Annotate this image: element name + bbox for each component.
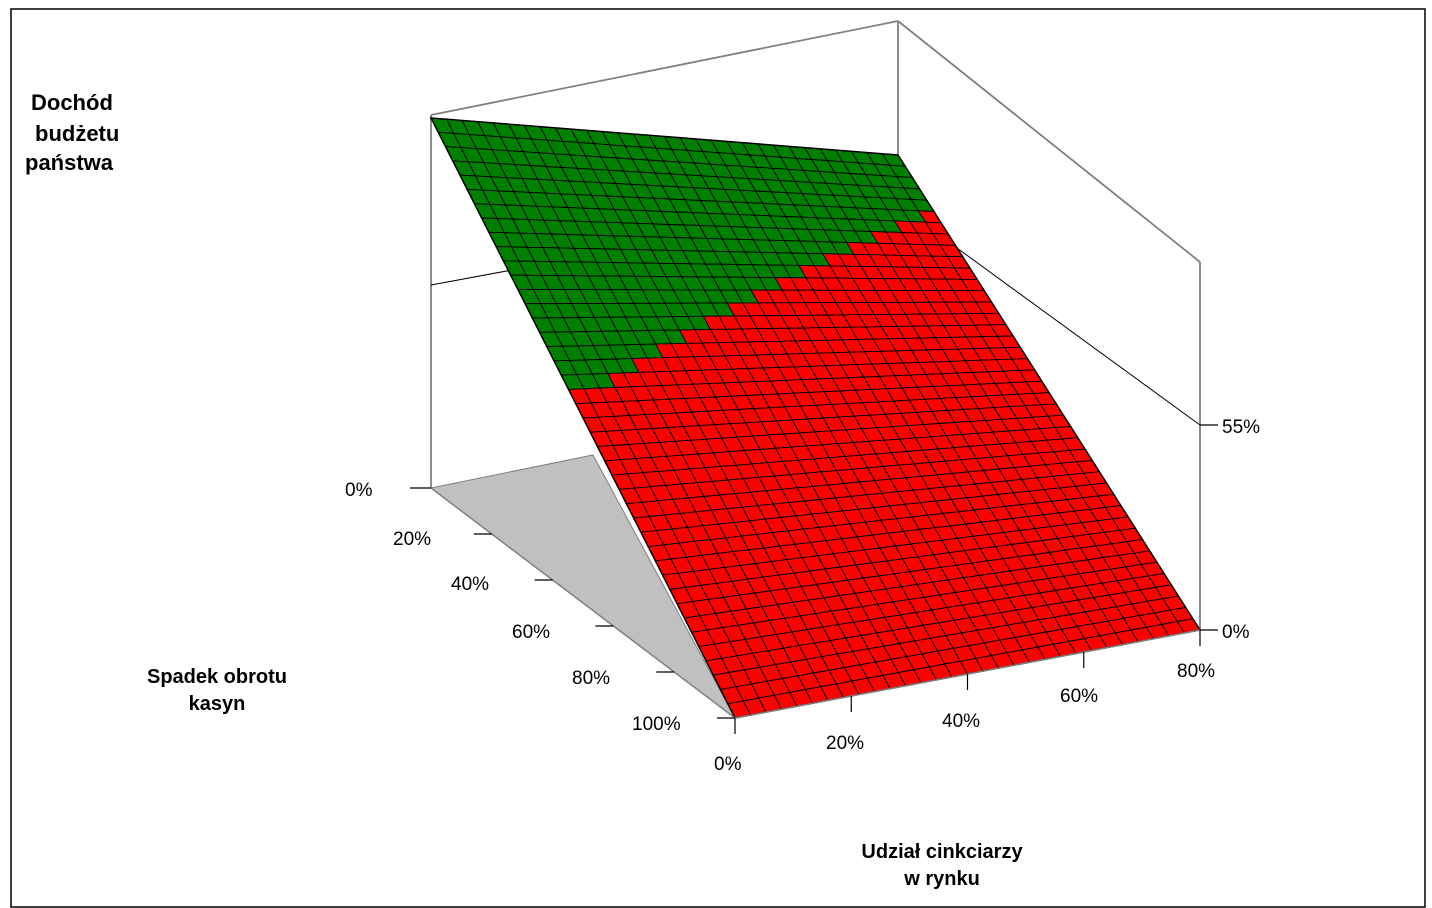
right-top-edge	[897, 20, 1201, 263]
chart-border	[10, 8, 1426, 908]
y-axis-line	[430, 487, 736, 719]
y-tick-label: 100%	[632, 714, 681, 735]
x-axis-title: Udział cinkciarzy w rynku	[861, 841, 1023, 890]
y-tick-label: 40%	[451, 574, 489, 595]
z-tick-0: 0%	[1222, 622, 1250, 643]
y-tick-label: 20%	[393, 529, 431, 550]
x-tick-label: 40%	[942, 711, 980, 732]
x-tick-labels: 0% 20% 40% 60% 80%	[714, 661, 1215, 775]
wall-lines	[430, 20, 1201, 630]
right-wall-gridline	[945, 239, 1201, 426]
y-tick-labels: 0% 20% 40% 60% 80% 100%	[393, 529, 681, 735]
back-top-edge	[430, 20, 899, 116]
z-left-tick-0: 0%	[345, 480, 373, 501]
y-axis-title: Spadek obrotu kasyn	[147, 666, 287, 715]
x-title-line-2: w rynku	[903, 868, 980, 890]
z-title-line-3: państwa	[25, 150, 114, 175]
y-title-line-1: Spadek obrotu	[147, 666, 287, 688]
x-tick-label: 60%	[1060, 686, 1098, 707]
y-title-line-2: kasyn	[189, 693, 246, 715]
tick-marks	[473, 533, 1201, 734]
z-title-line-1: Dochód	[31, 90, 113, 115]
x-tick-label: 20%	[826, 733, 864, 754]
z-tick-55: 55%	[1222, 417, 1260, 438]
z-axis-title: Dochód budżetu państwa	[25, 90, 119, 175]
y-tick-label: 60%	[512, 622, 550, 643]
z-title-line-2: budżetu	[35, 121, 119, 146]
x-title-line-1: Udział cinkciarzy	[861, 841, 1023, 863]
y-tick-label: 80%	[572, 668, 610, 689]
x-tick-label: 0%	[714, 754, 742, 775]
x-tick-label: 80%	[1177, 661, 1215, 682]
surface	[429, 117, 1202, 719]
